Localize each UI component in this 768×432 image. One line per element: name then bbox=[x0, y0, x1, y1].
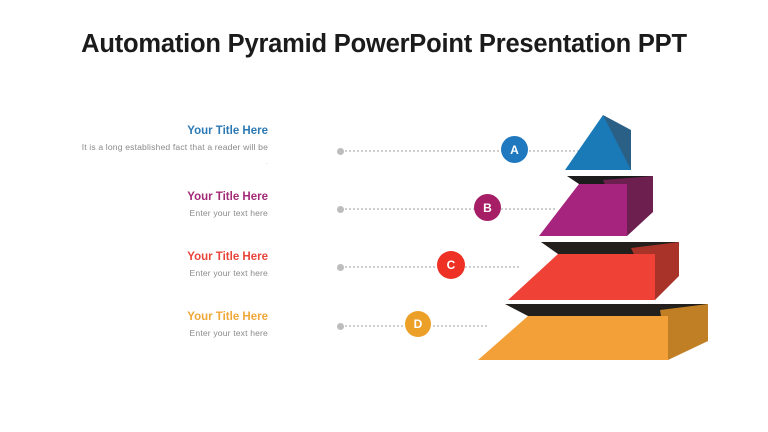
connector-dot-b bbox=[337, 205, 344, 213]
pyramid-tier-b[interactable] bbox=[539, 176, 653, 236]
level-description-a-tail: . bbox=[265, 155, 268, 166]
level-title-d: Your Title Here bbox=[187, 311, 268, 323]
connector-line-b bbox=[337, 200, 556, 218]
level-description-b: Enter your text here bbox=[189, 208, 268, 219]
level-title-c: Your Title Here bbox=[187, 251, 268, 263]
level-text-block-b[interactable]: Your Title Here Enter your text here bbox=[28, 190, 268, 221]
pyramid-tier-d-shadow bbox=[505, 304, 708, 316]
pyramid-tier-d[interactable] bbox=[478, 304, 708, 360]
connector-line-c bbox=[337, 258, 520, 276]
level-description-a-text: It is a long established fact that a rea… bbox=[81, 142, 268, 153]
pyramid-tier-a-face bbox=[565, 115, 631, 170]
connector-dot-a bbox=[337, 147, 344, 155]
level-description-c: Enter your text here bbox=[189, 268, 268, 279]
level-text-block-a[interactable]: Your Title Here It is a long established… bbox=[28, 124, 268, 168]
pyramid-tier-d-side bbox=[660, 304, 708, 360]
pyramid-tier-c-face bbox=[508, 254, 655, 300]
connector-dash-c bbox=[344, 266, 520, 268]
level-description-a: It is a long established fact that a rea… bbox=[28, 141, 268, 168]
connector-dot-d bbox=[337, 322, 344, 330]
connector-dash-b bbox=[344, 208, 556, 210]
pyramid-tier-a[interactable] bbox=[565, 115, 631, 170]
level-badge-a[interactable]: A bbox=[501, 136, 528, 163]
pyramid-tier-c[interactable] bbox=[508, 242, 679, 300]
pyramid-tier-d-face bbox=[478, 316, 668, 360]
connector-dash-a bbox=[344, 150, 584, 152]
level-badge-b[interactable]: B bbox=[474, 194, 501, 221]
pyramid-tier-b-face bbox=[539, 184, 627, 236]
connector-line-a bbox=[337, 142, 584, 160]
level-text-block-c[interactable]: Your Title Here Enter your text here bbox=[28, 250, 268, 281]
level-description-d: Enter your text here bbox=[189, 328, 268, 339]
level-title-b: Your Title Here bbox=[187, 191, 268, 203]
page-title: Automation Pyramid PowerPoint Presentati… bbox=[81, 30, 687, 58]
level-badge-c[interactable]: C bbox=[437, 251, 465, 279]
level-badge-d[interactable]: D bbox=[405, 311, 431, 337]
level-title-a: Your Title Here bbox=[187, 125, 268, 137]
pyramid-diagram[interactable] bbox=[455, 108, 735, 378]
connector-dot-c bbox=[337, 263, 344, 271]
level-text-block-d[interactable]: Your Title Here Enter your text here bbox=[28, 310, 268, 341]
